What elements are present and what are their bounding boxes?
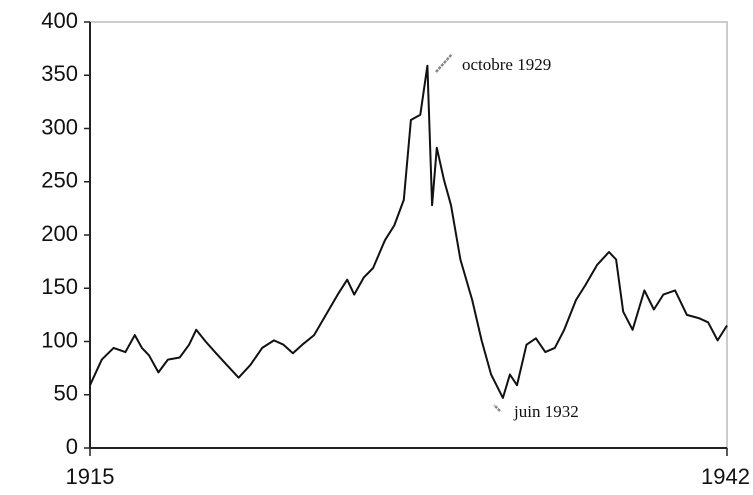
y-tick-label: 50 [54, 381, 78, 406]
annotation-arrow [493, 404, 501, 412]
x-tick-label: 1915 [66, 464, 115, 489]
annotation-arrow [435, 53, 453, 73]
y-tick-label: 150 [41, 274, 78, 299]
y-tick-label: 200 [41, 221, 78, 246]
y-tick-label: 100 [41, 327, 78, 352]
y-tick-label: 300 [41, 114, 78, 139]
y-tick-label: 0 [66, 434, 78, 459]
annotation: juin 1932 [513, 402, 579, 421]
y-tick-label: 400 [41, 8, 78, 33]
y-tick-label: 350 [41, 61, 78, 86]
annotation: octobre 1929 [462, 55, 551, 74]
line-series [89, 64, 728, 399]
y-tick-label: 250 [41, 168, 78, 193]
x-tick-label: 1942 [701, 464, 750, 489]
plot-frame [89, 21, 728, 449]
